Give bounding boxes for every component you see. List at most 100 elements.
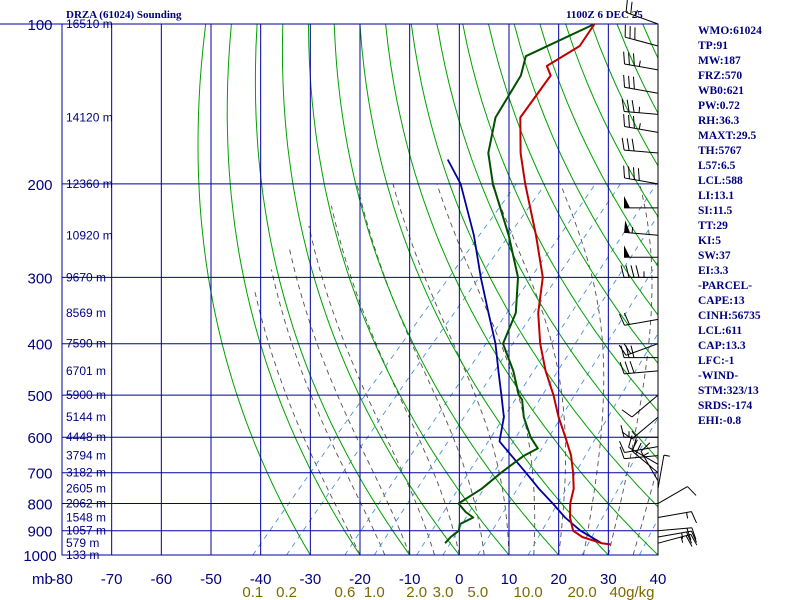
wind-full-barb <box>624 361 630 374</box>
mixing-ratio-line <box>581 416 658 555</box>
index-entry: TT:29 <box>698 220 728 232</box>
wind-half-barb <box>631 430 637 437</box>
wind-barb <box>621 99 659 115</box>
moist-adiabat-line <box>607 183 653 555</box>
pressure-tick-label: 400 <box>27 337 52 354</box>
dry-adiabat-line <box>771 24 800 555</box>
height-label: 579 m <box>66 536 99 550</box>
wind-half-barb <box>680 536 684 543</box>
temperature-tick-label: -60 <box>150 571 172 588</box>
height-label: 2062 m <box>66 497 106 511</box>
mixing-ratio-line <box>442 214 658 555</box>
index-entry: RH:36.3 <box>698 115 740 127</box>
wind-full-barb <box>626 99 630 112</box>
wind-full-barb <box>623 165 626 178</box>
moist-adiabat-line <box>308 225 435 555</box>
wind-barb <box>620 265 658 278</box>
height-label: 1057 m <box>66 524 106 538</box>
chart-title: DRZA (61024) Sounding <box>66 9 182 21</box>
index-entry: SRDS:-174 <box>698 400 753 412</box>
height-label: 16510 m <box>66 17 113 31</box>
wind-barb <box>620 345 658 359</box>
wind-barb <box>621 137 659 154</box>
wind-barb-shaft <box>631 394 659 418</box>
wind-full-barb <box>691 527 697 540</box>
wind-barb <box>618 343 659 356</box>
index-entry: EHI:-0.8 <box>698 415 742 427</box>
height-label: 1548 m <box>66 511 106 525</box>
mixing-ratio-line <box>252 183 517 555</box>
dry-adiabat-line <box>333 24 560 555</box>
wind-full-barb <box>628 114 630 128</box>
index-entry: WMO:61024 <box>698 25 762 37</box>
height-label: 3794 m <box>66 449 106 463</box>
wind-full-barb <box>619 446 625 459</box>
index-entry: L57:6.5 <box>698 160 736 172</box>
index-entry: STM:323/13 <box>698 385 759 397</box>
wind-barb-shaft <box>624 455 659 460</box>
index-entry: CINH:56735 <box>698 310 761 322</box>
mixing-ratio-label: 0.2 <box>276 584 297 600</box>
pressure-tick-label: 900 <box>27 524 52 541</box>
moist-adiabat-line <box>559 183 605 555</box>
temperature-tick-label: 10 <box>501 571 518 588</box>
index-entry: TH:5767 <box>698 145 742 157</box>
dry-adiabat-line <box>410 24 658 508</box>
wind-full-barb <box>632 53 635 66</box>
temperature-tick-label: -10 <box>399 571 421 588</box>
temperature-tick-label: -70 <box>101 571 123 588</box>
pressure-axis-labels: 100 200 300 400 500 600 700 800 900 1000 <box>23 17 56 565</box>
wind-barb-shaft <box>631 416 659 440</box>
wind-barb <box>620 425 658 438</box>
wind-full-barb <box>691 511 697 524</box>
temperature-tick-label: -30 <box>299 571 321 588</box>
wind-barb <box>624 24 659 47</box>
wind-full-barb <box>625 265 630 278</box>
wind-half-barb <box>638 106 641 113</box>
wind-full-barb <box>628 435 633 448</box>
wind-full-barb <box>623 51 626 64</box>
wind-full-barb <box>619 361 625 374</box>
wind-full-barb <box>635 442 642 455</box>
height-label: 7590 m <box>66 337 106 351</box>
wind-barb-shaft <box>640 451 659 482</box>
wind-barb <box>657 533 698 547</box>
index-entry: EI:3.3 <box>698 265 729 277</box>
dry-adiabat-line <box>308 24 510 555</box>
temperature-trace <box>519 24 611 546</box>
wind-barb <box>624 220 659 236</box>
mixing-ratio-label: 0.1 <box>242 584 263 600</box>
index-entry: -WIND- <box>698 370 739 382</box>
wind-full-barb <box>619 441 625 453</box>
wind-barb-shaft <box>624 177 659 185</box>
wind-barb <box>619 446 659 460</box>
wind-full-barb <box>637 168 640 181</box>
wind-barb <box>640 442 659 482</box>
wind-barb-shaft <box>624 125 659 133</box>
wind-barb-column <box>618 0 698 555</box>
mixing-ratio-label: 3.0 <box>433 584 454 600</box>
wind-pennant <box>624 245 630 258</box>
wind-full-barb <box>632 76 635 90</box>
wind-pennant <box>624 195 630 208</box>
wind-full-barb <box>623 74 626 88</box>
pressure-tick-label: 1000 <box>23 548 56 565</box>
wind-barb <box>623 51 659 71</box>
moist-adiabat-line <box>253 288 361 555</box>
wind-barb-shaft <box>625 11 659 25</box>
index-entry: LI:13.1 <box>698 190 735 202</box>
wind-full-barb <box>621 409 633 418</box>
dry-adiabat-line <box>385 24 658 555</box>
wind-full-barb <box>691 530 697 543</box>
temperature-tick-label: 30 <box>600 571 617 588</box>
wind-barb-shaft <box>625 36 659 47</box>
index-entry: TP:91 <box>698 40 729 52</box>
index-entry: CAP:13.3 <box>698 340 746 352</box>
dry-adiabat-line <box>197 24 311 555</box>
grid-frame <box>0 23 659 556</box>
height-label: 133 m <box>66 548 99 562</box>
pressure-tick-label: 300 <box>27 270 52 287</box>
height-label: 9670 m <box>66 270 106 284</box>
wind-full-barb <box>628 75 630 89</box>
